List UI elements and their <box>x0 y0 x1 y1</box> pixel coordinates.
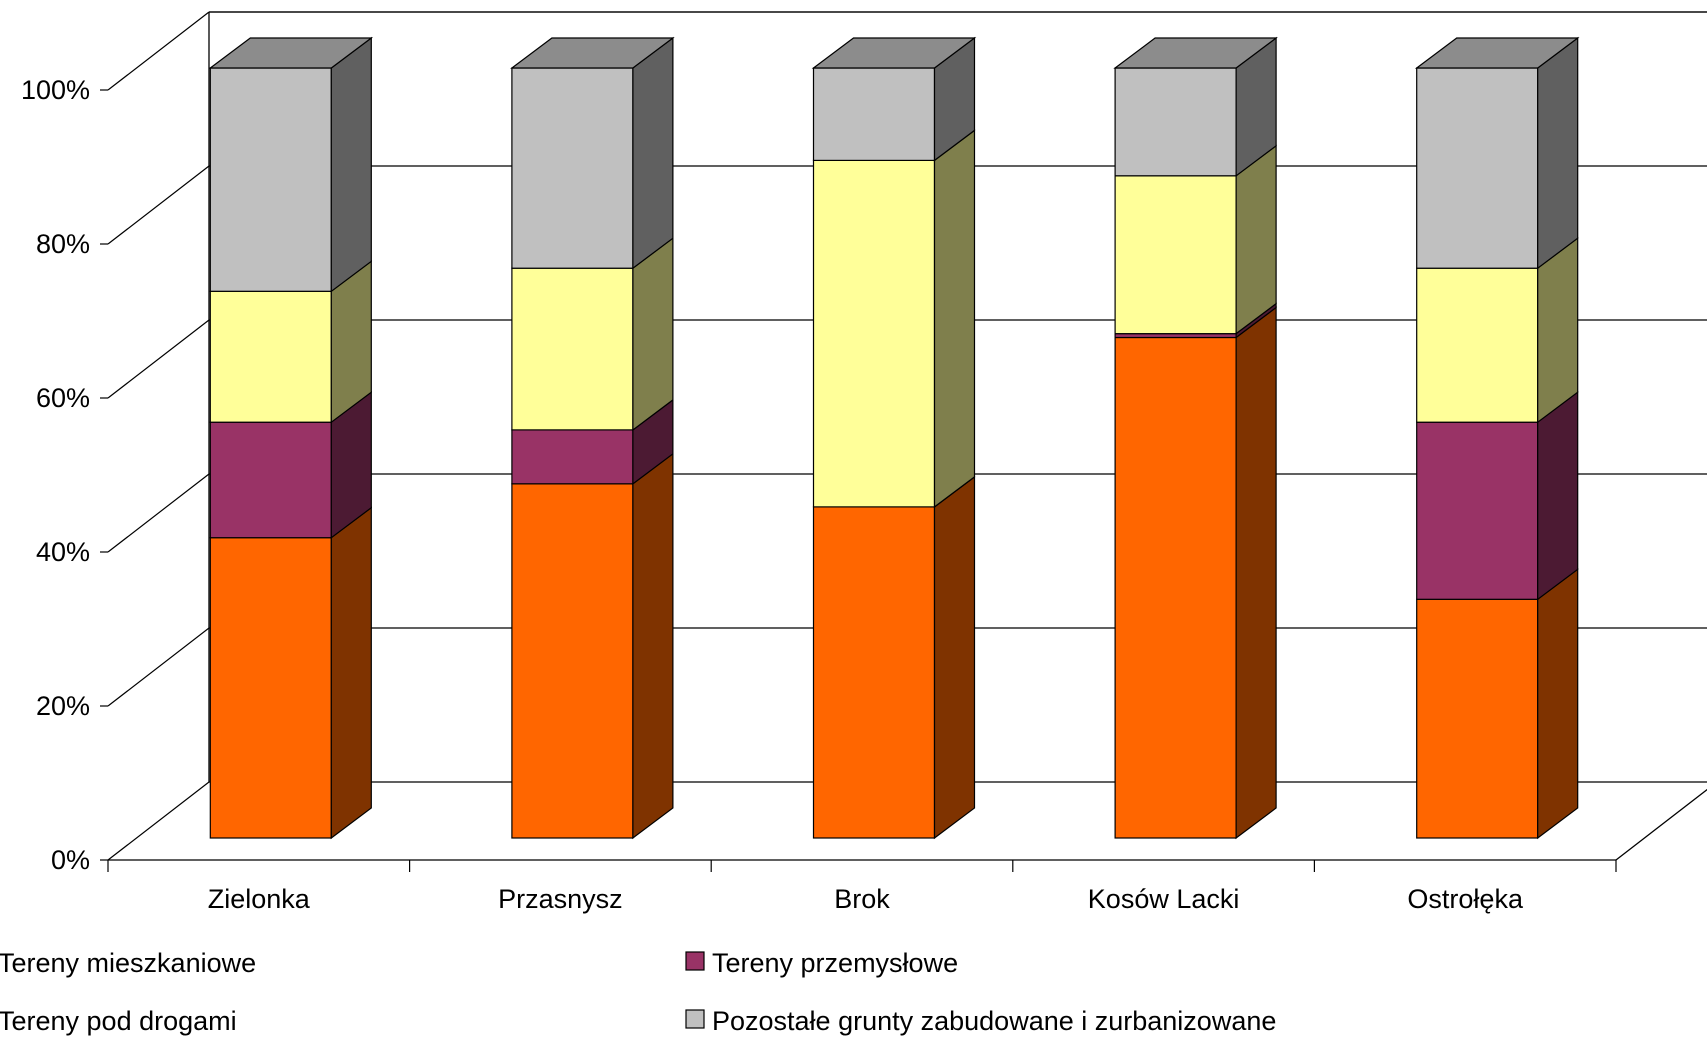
y-tick-label: 20% <box>36 691 90 721</box>
bar-segment <box>812 475 976 840</box>
bars <box>208 36 1580 840</box>
bar-top <box>208 37 374 69</box>
bar <box>1416 267 1539 423</box>
x-tick-label: Kosów Lacki <box>1088 884 1240 914</box>
bar <box>1114 336 1237 839</box>
x-tick-label: Ostrołęka <box>1407 884 1524 914</box>
x-tick-label: Zielonka <box>208 884 311 914</box>
bar <box>812 506 936 839</box>
bar <box>209 537 332 839</box>
bar-segment <box>209 36 372 293</box>
y-tick-label: 40% <box>36 537 90 567</box>
legend-swatch <box>685 1009 705 1029</box>
bar <box>1416 67 1539 269</box>
bar-top <box>811 37 977 69</box>
axes: 0% 20% 40% 60% 80% 100% Zielonka Przasnysz Brok K… <box>21 75 1707 914</box>
bar <box>511 429 634 485</box>
gridline-diagonal <box>107 165 210 245</box>
legend-swatch <box>685 951 705 971</box>
bar <box>1114 67 1237 177</box>
gridline-diagonal <box>107 473 210 553</box>
bar-side <box>632 452 674 840</box>
bar-segment <box>511 236 674 432</box>
bar-stack <box>208 36 374 840</box>
bar-segment <box>1114 306 1277 840</box>
legend-item: Pozostałe grunty zabudowane i zurbanizow… <box>685 1006 1276 1036</box>
y-tick-label: 100% <box>21 75 90 105</box>
gridline-diagonal <box>107 627 210 707</box>
bar <box>209 421 332 539</box>
bar-segment <box>209 391 372 539</box>
bar <box>511 67 634 269</box>
bar-side <box>1537 391 1579 601</box>
bar-top <box>1414 37 1580 69</box>
legend-item: Tereny pod drogami <box>0 1006 237 1036</box>
legend: Tereny mieszkaniowe Tereny przemysłowe Ter… <box>0 948 1276 1036</box>
bar-segment <box>812 129 976 509</box>
bar-segment <box>511 36 674 270</box>
gridline-diagonal <box>107 319 210 399</box>
bar-segment <box>511 452 674 840</box>
bar-segment <box>1416 391 1579 601</box>
bar-side <box>632 236 674 432</box>
bar-side <box>330 506 372 840</box>
bar-side <box>933 129 976 509</box>
bar <box>209 290 332 423</box>
bar-side <box>632 36 674 270</box>
bar-stack <box>510 36 675 840</box>
bar-segment <box>209 506 372 840</box>
bar-side <box>1537 236 1579 424</box>
gridline-diagonal <box>107 781 210 861</box>
bar-stack <box>811 36 977 840</box>
bar <box>209 67 332 292</box>
bar-stack <box>1113 36 1278 840</box>
bar-segment <box>1416 36 1579 270</box>
legend-label: Tereny przemysłowe <box>712 948 958 978</box>
bar <box>511 267 634 431</box>
bar-top <box>510 37 675 69</box>
bar <box>1114 175 1237 335</box>
bar-side <box>330 36 372 293</box>
bar-side <box>1537 568 1579 840</box>
bar-side <box>1537 36 1579 270</box>
bar-side <box>1235 306 1277 840</box>
y-tick-label: 80% <box>36 229 90 259</box>
bar-segment <box>1416 236 1579 424</box>
bar <box>1416 421 1539 600</box>
legend-item: Tereny przemysłowe <box>685 948 958 978</box>
bar-side <box>1235 144 1277 335</box>
bar-segment <box>1114 144 1277 335</box>
x-tick-label: Brok <box>834 884 890 914</box>
bar <box>511 483 634 839</box>
x-tick-label: Przasnysz <box>498 884 623 914</box>
bar-side <box>933 475 976 840</box>
legend-item: Tereny mieszkaniowe <box>0 948 256 978</box>
floor-right-edge <box>1615 788 1707 861</box>
bar <box>1416 598 1539 839</box>
legend-label: Tereny pod drogami <box>0 1006 237 1036</box>
bar-segment <box>812 36 976 162</box>
bar-top <box>1113 37 1278 69</box>
legend-label: Pozostałe grunty zabudowane i zurbanizow… <box>712 1006 1276 1036</box>
bar-segment <box>1416 568 1579 840</box>
bar-stack <box>1414 36 1580 840</box>
bar <box>812 67 936 162</box>
legend-label: Tereny mieszkaniowe <box>0 948 256 978</box>
bar <box>812 159 936 508</box>
bar-segment <box>511 398 674 485</box>
gridline-diagonal <box>107 11 210 91</box>
y-tick-label: 60% <box>36 383 90 413</box>
bar-segment <box>209 260 372 424</box>
y-tick-label: 0% <box>51 845 90 875</box>
